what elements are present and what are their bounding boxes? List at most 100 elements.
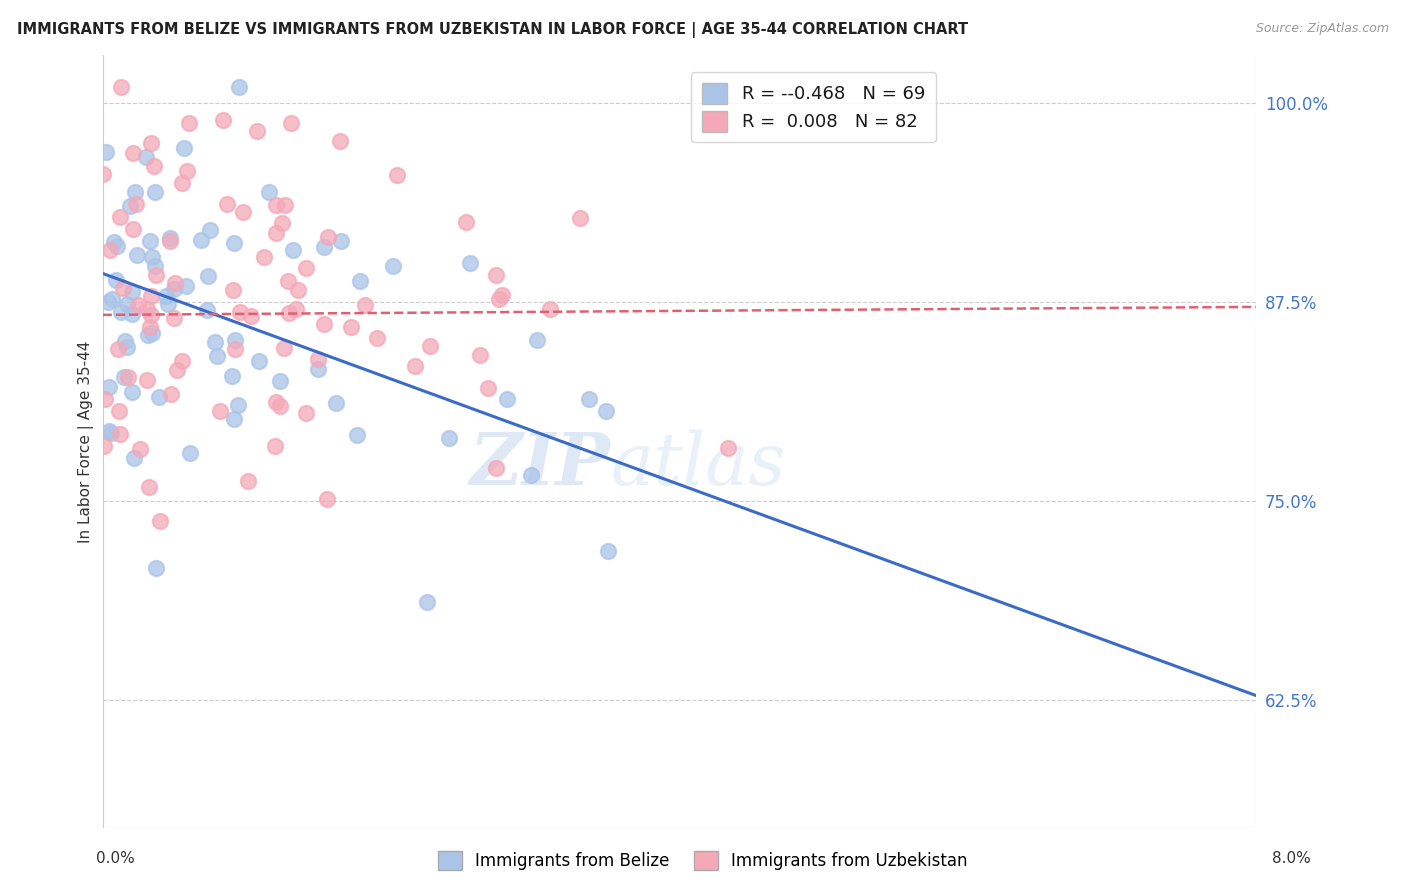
- Point: [221, 369, 243, 384]
- Point: [277, 274, 299, 288]
- Point: [97, 294, 120, 309]
- Point: [264, 395, 287, 409]
- Point: [115, 297, 138, 311]
- Point: [266, 198, 288, 212]
- Y-axis label: In Labor Force | Age 35-44: In Labor Force | Age 35-44: [79, 341, 94, 542]
- Point: [104, 273, 127, 287]
- Point: [135, 150, 157, 164]
- Point: [226, 398, 249, 412]
- Point: [477, 381, 499, 395]
- Point: [538, 302, 561, 317]
- Point: [526, 334, 548, 348]
- Point: [143, 185, 166, 199]
- Point: [127, 298, 149, 312]
- Point: [108, 210, 131, 224]
- Point: [458, 255, 481, 269]
- Point: [98, 380, 121, 394]
- Point: [174, 278, 197, 293]
- Point: [117, 370, 139, 384]
- Legend: Immigrants from Belize, Immigrants from Uzbekistan: Immigrants from Belize, Immigrants from …: [432, 844, 974, 877]
- Point: [222, 283, 245, 297]
- Point: [101, 292, 124, 306]
- Point: [162, 282, 184, 296]
- Point: [307, 352, 329, 367]
- Point: [224, 334, 246, 348]
- Point: [222, 412, 245, 426]
- Text: 0.0%: 0.0%: [96, 851, 135, 865]
- Point: [112, 369, 135, 384]
- Point: [138, 480, 160, 494]
- Point: [595, 404, 617, 418]
- Point: [112, 281, 135, 295]
- Point: [208, 403, 231, 417]
- Point: [419, 338, 441, 352]
- Point: [269, 399, 291, 413]
- Point: [121, 285, 143, 299]
- Point: [108, 403, 131, 417]
- Point: [204, 334, 226, 349]
- Point: [155, 289, 177, 303]
- Point: [129, 442, 152, 456]
- Point: [179, 445, 201, 459]
- Point: [224, 236, 246, 251]
- Point: [139, 289, 162, 303]
- Point: [212, 113, 235, 128]
- Point: [143, 259, 166, 273]
- Point: [98, 424, 121, 438]
- Point: [314, 240, 336, 254]
- Point: [280, 115, 302, 129]
- Point: [103, 235, 125, 250]
- Point: [94, 392, 117, 406]
- Point: [385, 168, 408, 182]
- Point: [110, 80, 132, 95]
- Point: [195, 302, 218, 317]
- Point: [228, 80, 250, 95]
- Point: [125, 248, 148, 262]
- Point: [246, 124, 269, 138]
- Point: [295, 260, 318, 275]
- Point: [274, 198, 297, 212]
- Point: [166, 362, 188, 376]
- Point: [100, 425, 122, 440]
- Point: [170, 354, 193, 368]
- Text: 8.0%: 8.0%: [1271, 851, 1310, 865]
- Point: [596, 544, 619, 558]
- Point: [329, 234, 352, 248]
- Point: [159, 231, 181, 245]
- Text: Source: ZipAtlas.com: Source: ZipAtlas.com: [1256, 22, 1389, 36]
- Point: [346, 427, 368, 442]
- Point: [349, 274, 371, 288]
- Point: [717, 441, 740, 455]
- Point: [520, 467, 543, 482]
- Point: [159, 234, 181, 248]
- Point: [115, 340, 138, 354]
- Point: [269, 374, 291, 388]
- Point: [121, 307, 143, 321]
- Point: [139, 308, 162, 322]
- Point: [145, 561, 167, 575]
- Point: [139, 235, 162, 249]
- Point: [278, 306, 301, 320]
- Point: [307, 362, 329, 376]
- Point: [121, 384, 143, 399]
- Point: [468, 348, 491, 362]
- Point: [107, 239, 129, 253]
- Point: [314, 317, 336, 331]
- Point: [229, 305, 252, 319]
- Point: [139, 136, 162, 151]
- Point: [122, 146, 145, 161]
- Point: [148, 390, 170, 404]
- Point: [454, 215, 477, 229]
- Point: [381, 259, 404, 273]
- Point: [569, 211, 592, 225]
- Point: [143, 159, 166, 173]
- Point: [325, 395, 347, 409]
- Point: [93, 167, 115, 181]
- Point: [232, 204, 254, 219]
- Point: [253, 250, 276, 264]
- Point: [118, 199, 141, 213]
- Point: [177, 116, 200, 130]
- Point: [198, 223, 221, 237]
- Point: [107, 343, 129, 357]
- Point: [136, 302, 159, 317]
